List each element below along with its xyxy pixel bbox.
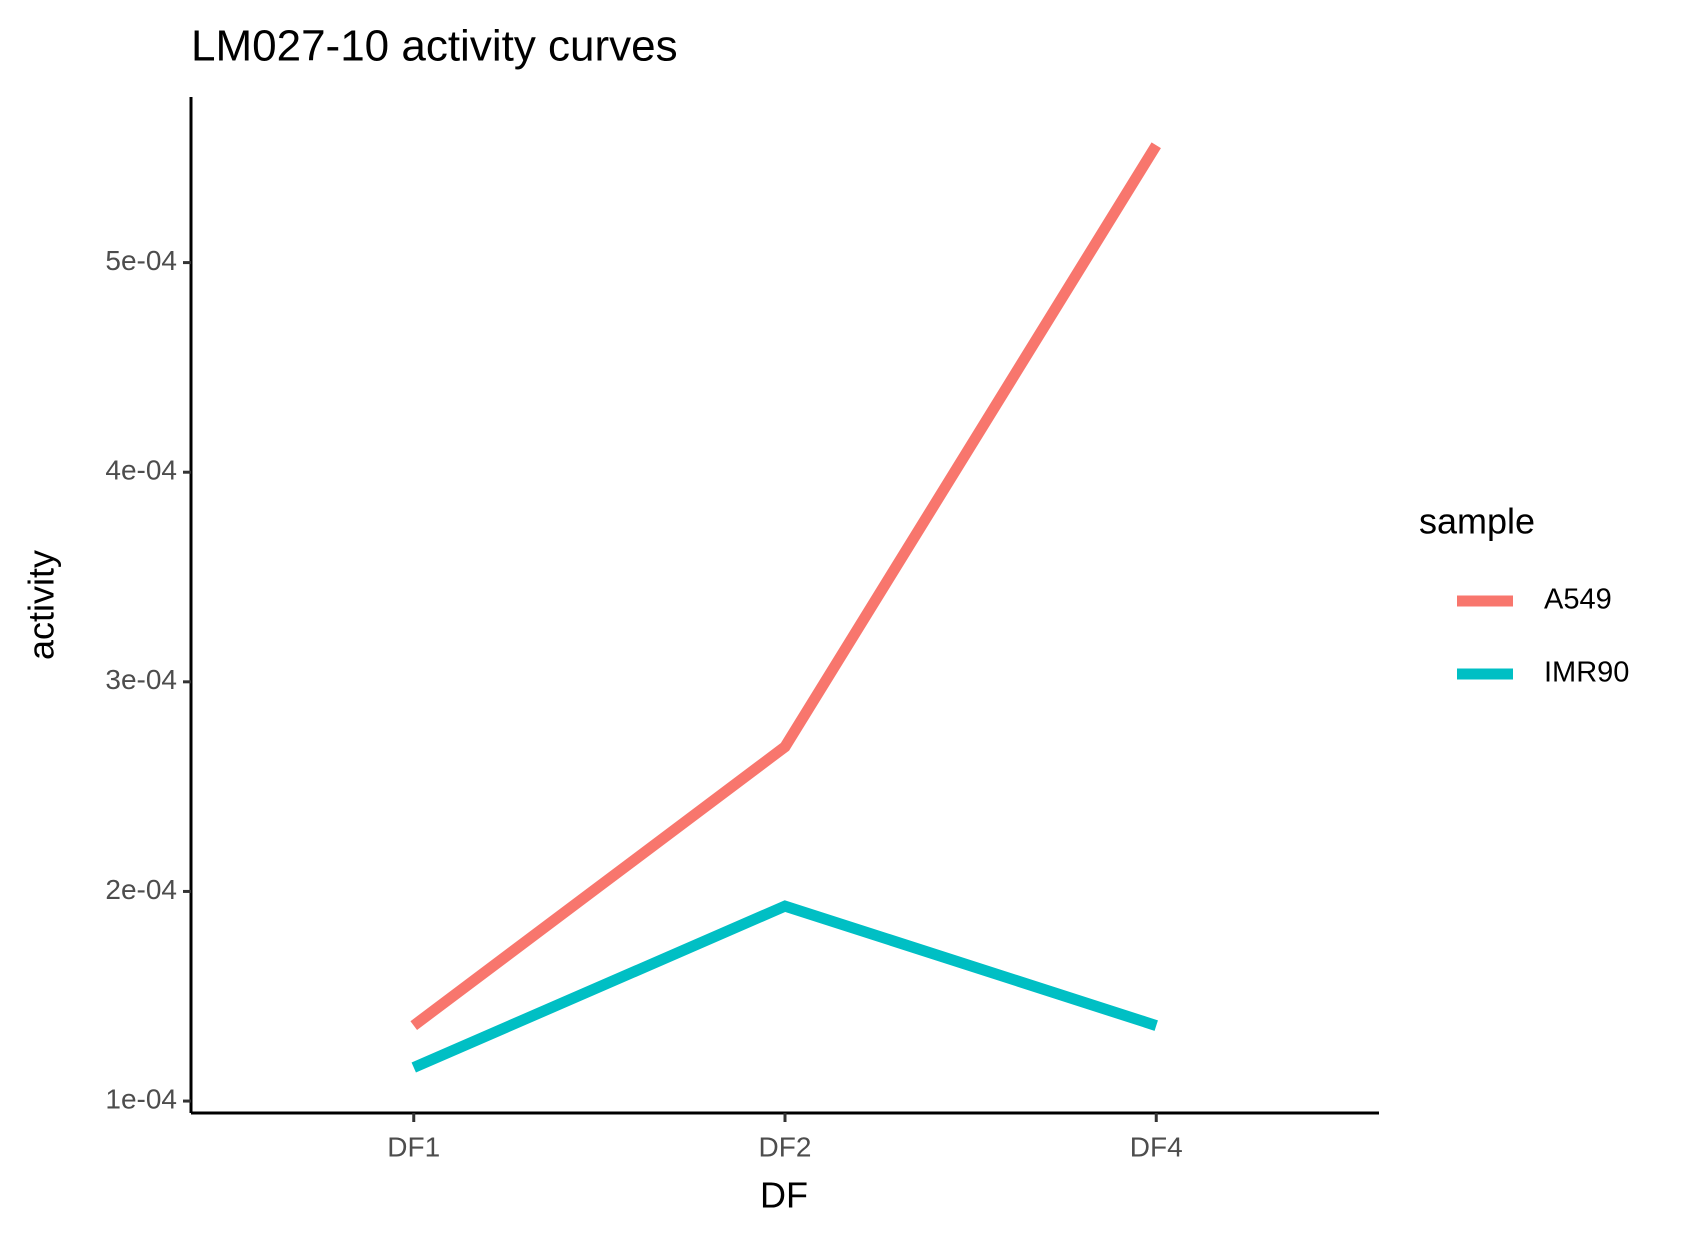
legend-label: IMR90 bbox=[1544, 657, 1629, 689]
y-tick-label: 5e-04 bbox=[105, 245, 177, 276]
legend-label: A549 bbox=[1544, 584, 1612, 616]
y-tick-label: 2e-04 bbox=[105, 874, 177, 905]
y-axis-title: activity bbox=[21, 550, 62, 660]
series-line bbox=[410, 142, 1161, 1030]
x-tick-label: DF4 bbox=[1130, 1131, 1183, 1162]
x-tick-label: DF1 bbox=[387, 1131, 440, 1162]
x-tick-label: DF2 bbox=[759, 1131, 812, 1162]
series-line bbox=[411, 900, 1158, 1073]
y-tick-label: 1e-04 bbox=[105, 1083, 177, 1114]
chart-title: LM027-10 activity curves bbox=[191, 22, 678, 71]
x-axis-title: DF bbox=[760, 1175, 808, 1216]
y-tick-label: 3e-04 bbox=[105, 664, 177, 695]
legend-title: sample bbox=[1419, 501, 1535, 542]
y-tick-label: 4e-04 bbox=[105, 455, 177, 486]
